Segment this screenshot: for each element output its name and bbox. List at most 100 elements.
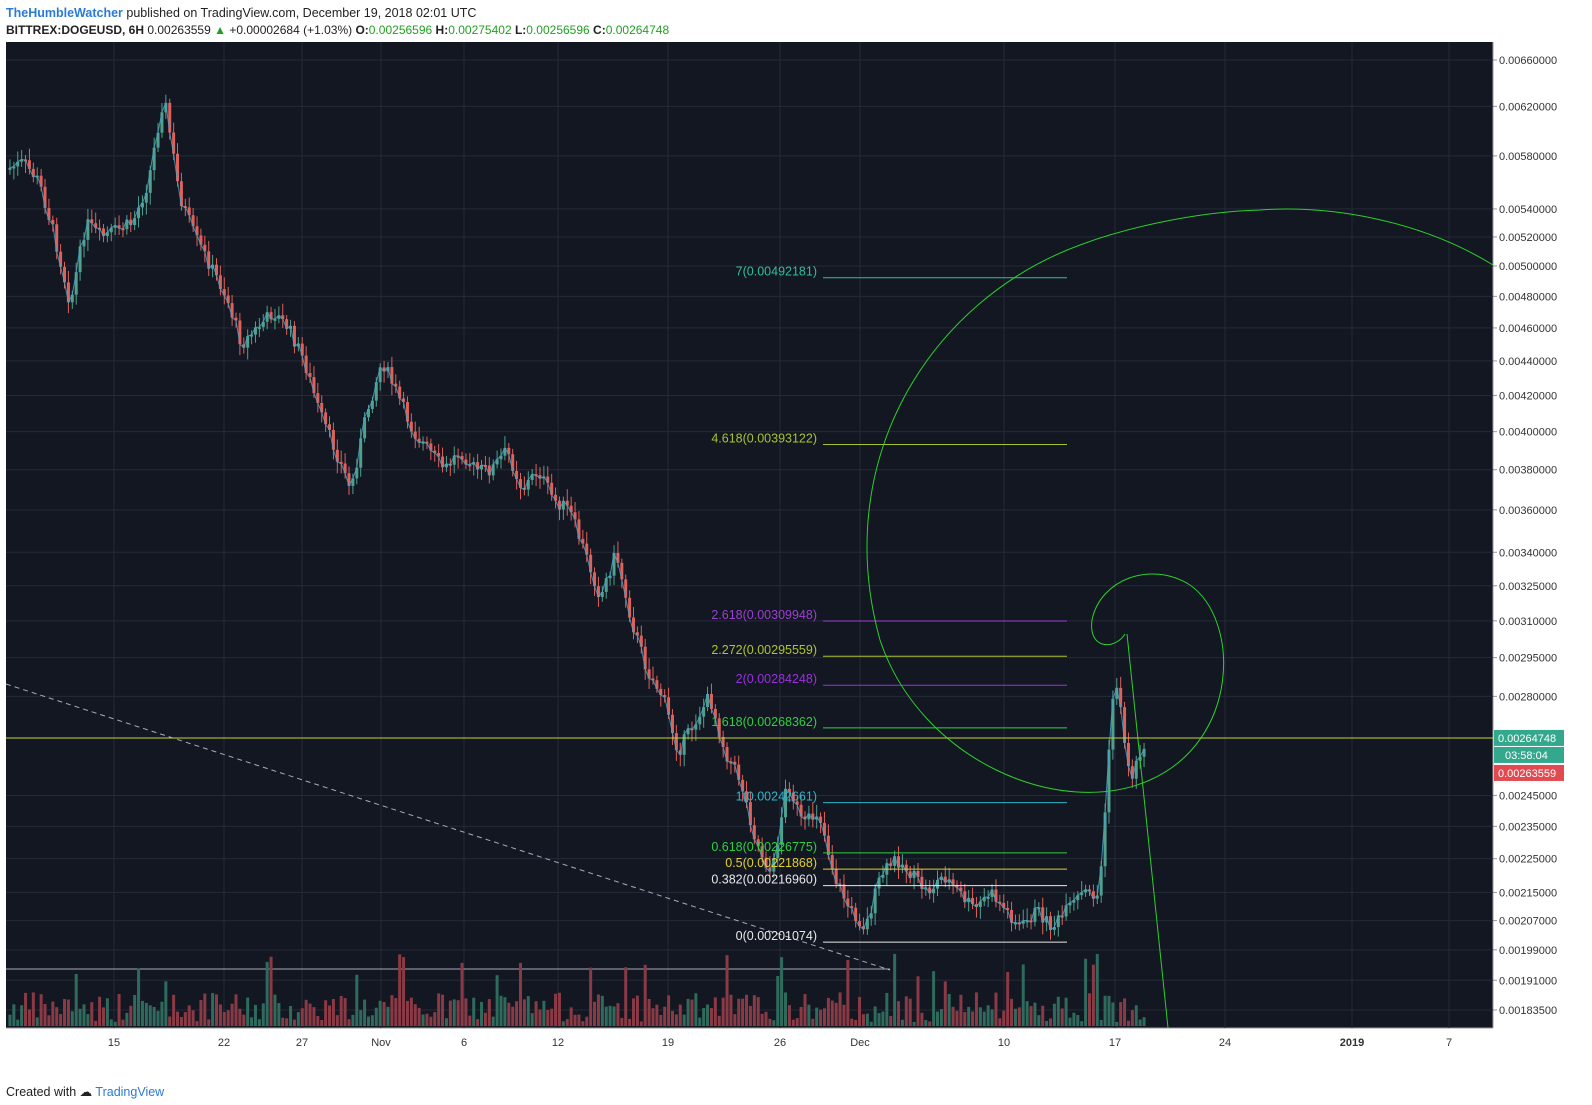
candle-body bbox=[596, 586, 600, 598]
volume-bar bbox=[741, 998, 745, 1026]
candle-body bbox=[386, 367, 390, 372]
volume-bar bbox=[386, 1006, 390, 1026]
candle-body bbox=[113, 225, 117, 228]
candle-body bbox=[16, 161, 20, 167]
candle-body bbox=[830, 855, 834, 870]
candle-body bbox=[452, 455, 456, 465]
volume-bar bbox=[522, 999, 526, 1026]
volume-bar bbox=[472, 997, 476, 1026]
time-tick-label: 10 bbox=[998, 1037, 1010, 1049]
volume-bar bbox=[624, 967, 628, 1026]
candle-body bbox=[873, 888, 877, 914]
volume-bar bbox=[125, 1012, 129, 1026]
candle-body bbox=[670, 714, 674, 734]
volume-bar bbox=[1072, 1012, 1076, 1026]
price-tick-label: 0.00183500 bbox=[1499, 1005, 1557, 1017]
volume-bar bbox=[628, 1018, 632, 1026]
price-tick-label: 0.00620000 bbox=[1499, 101, 1557, 113]
last-price-tag-text: 0.00264748 bbox=[1498, 733, 1556, 745]
candle-body bbox=[8, 167, 12, 170]
volume-bar bbox=[257, 1019, 261, 1026]
fib-level-label: 2.272(0.00295559) bbox=[711, 643, 817, 657]
volume-bar bbox=[686, 998, 690, 1026]
volume-bar bbox=[573, 1014, 577, 1026]
candle-body bbox=[702, 707, 706, 717]
volume-bar bbox=[441, 994, 445, 1026]
volume-bar bbox=[413, 1004, 417, 1026]
countdown-tag bbox=[1494, 746, 1564, 763]
candle-body bbox=[1025, 920, 1029, 923]
candle-body bbox=[557, 500, 561, 510]
volume-bar bbox=[35, 1017, 39, 1026]
candle-body bbox=[168, 102, 172, 133]
candle-body bbox=[939, 876, 943, 880]
volume-bar bbox=[1049, 1018, 1053, 1026]
fib-level-label: 0.382(0.00216960) bbox=[711, 873, 817, 887]
time-tick-label: 6 bbox=[461, 1037, 467, 1049]
candle-body bbox=[935, 879, 939, 889]
candle-body bbox=[1033, 907, 1037, 922]
candle-body bbox=[1013, 922, 1017, 925]
volume-bar bbox=[791, 1019, 795, 1026]
candle-body bbox=[639, 635, 643, 647]
price-axis-background bbox=[1493, 42, 1592, 1028]
volume-bar bbox=[877, 1013, 881, 1026]
volume-bar bbox=[277, 1003, 281, 1026]
volume-bar bbox=[772, 1020, 776, 1026]
candle-body bbox=[511, 454, 515, 471]
volume-bar bbox=[82, 1004, 86, 1026]
candle-body bbox=[63, 266, 67, 283]
candle-body bbox=[819, 816, 823, 823]
time-tick-label: 26 bbox=[774, 1037, 786, 1049]
volume-bar bbox=[230, 1003, 234, 1026]
candle-body bbox=[78, 246, 82, 273]
candle-body bbox=[472, 462, 476, 465]
candle-body bbox=[125, 219, 129, 230]
candle-body bbox=[900, 864, 904, 868]
candle-body bbox=[394, 383, 398, 387]
candle-body bbox=[897, 856, 901, 868]
fibonacci-spiral bbox=[866, 208, 1494, 793]
volume-bar bbox=[1068, 1017, 1072, 1026]
candle-body bbox=[51, 219, 55, 225]
volume-bar bbox=[1052, 1003, 1056, 1026]
volume-bar bbox=[838, 992, 842, 1026]
volume-bar bbox=[530, 1013, 534, 1026]
volume-bar bbox=[437, 993, 441, 1026]
volume-bar bbox=[1119, 1002, 1123, 1026]
time-tick-label: 17 bbox=[1109, 1037, 1121, 1049]
candle-body bbox=[269, 312, 273, 320]
volume-bar bbox=[780, 957, 784, 1026]
candle-body bbox=[577, 519, 581, 539]
tradingview-link[interactable]: TradingView bbox=[95, 1085, 165, 1099]
candle-body bbox=[495, 459, 499, 465]
candle-body bbox=[398, 386, 402, 399]
price-tick-label: 0.00480000 bbox=[1499, 291, 1557, 303]
candle-body bbox=[573, 512, 577, 520]
volume-bar bbox=[105, 998, 109, 1026]
candle-body bbox=[674, 733, 678, 751]
volume-bar bbox=[1033, 1002, 1037, 1026]
volume-bar bbox=[924, 1020, 928, 1026]
volume-bar bbox=[670, 1010, 674, 1026]
candle-body bbox=[725, 747, 729, 762]
candle-body bbox=[176, 153, 180, 182]
candle-body bbox=[172, 132, 176, 154]
volume-bar bbox=[955, 1010, 959, 1026]
candle-body bbox=[1087, 889, 1091, 892]
candle-body bbox=[133, 218, 137, 226]
volume-bar bbox=[55, 1007, 59, 1026]
volume-bar bbox=[565, 1019, 569, 1026]
candle-body bbox=[105, 232, 109, 236]
volume-bar bbox=[1002, 1010, 1006, 1026]
candle-body bbox=[1006, 908, 1010, 911]
volume-bar bbox=[211, 993, 215, 1026]
volume-bar bbox=[483, 1012, 487, 1026]
candle-body bbox=[951, 879, 955, 885]
volume-bar bbox=[1064, 997, 1068, 1026]
volume-bar bbox=[285, 1018, 289, 1026]
volume-bar bbox=[172, 994, 176, 1026]
candle-body bbox=[924, 887, 928, 890]
author-name[interactable]: TheHumbleWatcher bbox=[6, 6, 123, 20]
